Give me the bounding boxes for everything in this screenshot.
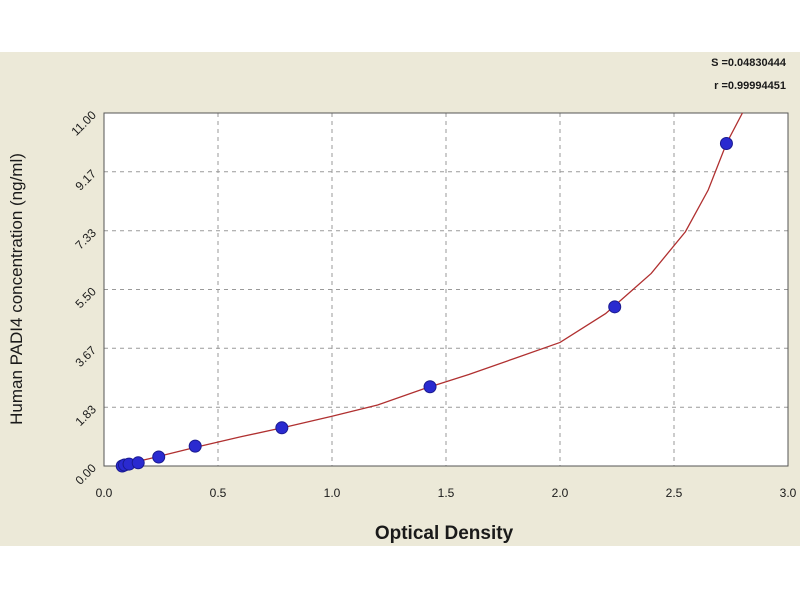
data-point xyxy=(188,439,202,453)
data-point xyxy=(423,380,437,394)
plot-frame xyxy=(103,112,789,467)
x-tick-label: 2.0 xyxy=(552,486,569,500)
x-tick-label: 0.5 xyxy=(210,486,227,500)
x-tick-label: 2.5 xyxy=(666,486,683,500)
data-point xyxy=(131,456,145,470)
data-point xyxy=(719,136,733,150)
x-tick-label: 3.0 xyxy=(780,486,797,500)
axes xyxy=(103,112,789,467)
fit-curve xyxy=(117,112,743,467)
data-points xyxy=(115,136,733,473)
x-tick-label: 1.0 xyxy=(324,486,341,500)
data-point xyxy=(275,421,289,435)
s-statistic: S =0.04830444 xyxy=(711,57,787,69)
x-tick-label: 0.0 xyxy=(96,486,113,500)
x-axis-label: Optical Density xyxy=(375,523,514,544)
y-axis-label: Human PADI4 concentration (ng/ml) xyxy=(7,153,26,425)
data-point xyxy=(152,450,166,464)
data-point xyxy=(608,300,622,314)
grid-lines xyxy=(104,113,788,466)
x-tick-label: 1.5 xyxy=(438,486,455,500)
r-statistic: r =0.99994451 xyxy=(714,80,786,92)
